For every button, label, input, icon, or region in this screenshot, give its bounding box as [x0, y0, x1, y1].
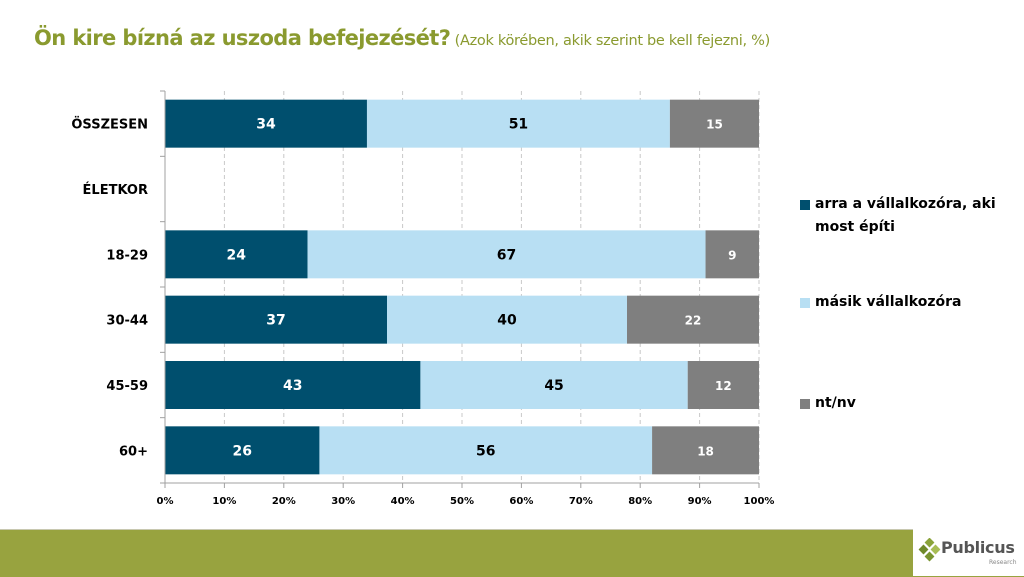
- data-label: 34: [256, 117, 276, 133]
- chart-title-main: Ön kire bízná az uszoda befejezését?: [34, 26, 451, 50]
- stacked-bar-chart: 34 51 15 24 67 9 37 40 22 43 45 12 26 56 18 ÖSSZESEN ÉL…: [71, 90, 775, 507]
- axes: [160, 90, 760, 488]
- logo-text: Publicus: [941, 538, 1015, 557]
- data-label: 51: [509, 117, 528, 133]
- category-labels: ÖSSZESEN ÉLETKOR 18-29 30-44 45-59 60+: [71, 117, 148, 460]
- x-tick-label: 70%: [569, 496, 593, 507]
- bar-segment: [165, 230, 308, 279]
- data-label: 67: [497, 247, 516, 263]
- category-label: 45-59: [106, 379, 148, 394]
- logo-diamond-icon: [918, 538, 941, 562]
- bar-segment: [627, 295, 759, 344]
- x-tick-label: 20%: [272, 496, 296, 507]
- data-label: 9: [728, 248, 736, 262]
- x-tick-label: 40%: [391, 496, 415, 507]
- bar-segment: [687, 361, 759, 409]
- logo-subtext: Research: [989, 559, 1017, 566]
- bar-segment: [165, 426, 320, 475]
- bar-segment: [165, 295, 387, 344]
- x-tick-label: 80%: [628, 496, 652, 507]
- gridlines: [223, 91, 760, 483]
- bar-segment: [387, 295, 627, 344]
- x-tick-label: 30%: [331, 496, 355, 507]
- x-tick-label: 100%: [744, 496, 775, 507]
- legend-label: arra a vállalkozóra, aki most építi: [815, 196, 996, 235]
- data-label: 15: [706, 118, 723, 132]
- data-label: 12: [715, 379, 732, 393]
- data-label: 56: [476, 443, 495, 459]
- data-label: 43: [283, 378, 302, 394]
- chart-title: Ön kire bízná az uszoda befejezését? (Az…: [34, 26, 770, 50]
- data-label: 18: [697, 444, 714, 458]
- data-label: 45: [544, 378, 563, 394]
- legend-label: nt/nv: [815, 395, 856, 411]
- bar-segment: [652, 426, 759, 475]
- footer-band: [0, 529, 1024, 577]
- x-tick-label: 90%: [688, 496, 712, 507]
- bar-segment: [165, 99, 367, 148]
- bar-segment: [669, 99, 759, 148]
- category-label: 60+: [119, 444, 148, 459]
- bar-segment: [319, 426, 653, 475]
- chart-title-subtitle: (Azok körében, akik szerint be kell feje…: [450, 33, 771, 49]
- legend-item-dont-know: nt/nv: [800, 392, 856, 415]
- legend-swatch: [800, 298, 810, 308]
- category-label: ÉLETKOR: [83, 182, 148, 198]
- data-label: 26: [232, 443, 251, 459]
- category-label: ÖSSZESEN: [71, 117, 148, 133]
- x-tick-label: 60%: [509, 496, 533, 507]
- bar-segment: [705, 230, 759, 279]
- bars: 34 51 15 24 67 9 37 40 22 43 45 12 26 56 18: [165, 99, 759, 475]
- x-tick-label: 0%: [157, 496, 174, 507]
- data-label: 40: [497, 313, 517, 329]
- category-label: 30-44: [106, 314, 148, 329]
- bar-segment: [165, 361, 421, 409]
- category-label: 18-29: [106, 248, 148, 263]
- bar-segment: [366, 99, 670, 148]
- legend-swatch: [800, 399, 810, 409]
- legend-label: másik vállalkozóra: [815, 294, 962, 310]
- x-tick-label: 10%: [212, 496, 236, 507]
- bar-segment: [420, 361, 688, 409]
- bar-segment: [307, 230, 706, 279]
- data-label: 22: [685, 314, 702, 328]
- legend-item-current-contractor: arra a vállalkozóra, aki most építi: [800, 193, 996, 239]
- x-tick-label: 50%: [450, 496, 474, 507]
- legend-item-other-contractor: másik vállalkozóra: [800, 291, 961, 314]
- legend-swatch: [800, 200, 810, 210]
- data-label: 24: [227, 247, 247, 263]
- publicus-logo: Publicus Research: [913, 529, 1024, 576]
- tick-labels: 0% 10% 20% 30% 40% 50% 60% 70% 80% 90% 100%: [157, 496, 775, 507]
- data-label: 37: [266, 313, 285, 329]
